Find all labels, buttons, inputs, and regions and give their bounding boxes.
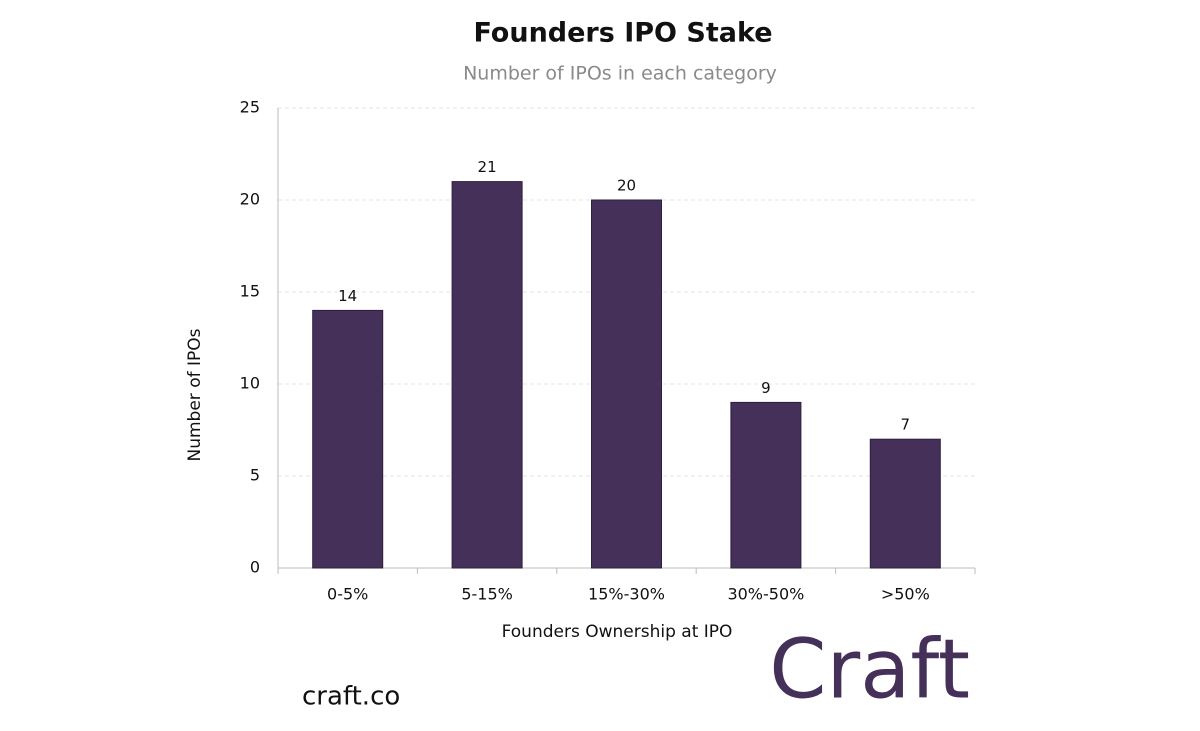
value-label: 21: [478, 158, 497, 176]
y-tick-label: 0: [250, 558, 260, 577]
chart-subtitle: Number of IPOs in each category: [463, 63, 777, 85]
y-tick-label: 10: [240, 374, 260, 393]
y-axis-label: Number of IPOs: [185, 328, 205, 461]
value-label: 14: [338, 287, 357, 305]
x-tick-label: 15%-30%: [588, 585, 665, 604]
x-axis-label: Founders Ownership at IPO: [502, 622, 733, 642]
y-tick-label: 25: [240, 98, 260, 117]
chart-title: Founders IPO Stake: [473, 18, 772, 49]
y-tick-label: 5: [250, 466, 260, 485]
footer-url: craft.co: [302, 682, 400, 712]
bar: [312, 309, 384, 569]
logo: Craft: [769, 622, 970, 717]
x-tick-label: >50%: [881, 585, 930, 604]
value-label: 20: [617, 177, 636, 195]
bar: [451, 181, 523, 569]
x-tick-label: 30%-50%: [727, 585, 804, 604]
bar: [869, 438, 941, 569]
value-label: 9: [761, 379, 771, 397]
y-tick-label: 15: [240, 282, 260, 301]
bar: [591, 199, 662, 569]
bar: [730, 401, 802, 569]
y-tick-label: 20: [240, 190, 260, 209]
x-tick-label: 0-5%: [327, 585, 368, 604]
value-label: 7: [901, 416, 911, 434]
x-tick-label: 5-15%: [461, 585, 513, 604]
